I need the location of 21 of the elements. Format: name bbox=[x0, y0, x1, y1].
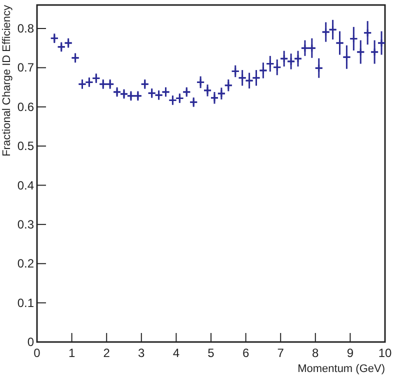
y-axis-title: Fractional Charge ID Efficiency bbox=[1, 4, 13, 156]
x-tick-label: 8 bbox=[312, 346, 320, 360]
x-tick-label: 1 bbox=[68, 346, 76, 360]
y-tick-label: 0 bbox=[27, 335, 34, 349]
y-tick-label: 0.6 bbox=[17, 100, 34, 114]
y-tick-label: 0.4 bbox=[17, 178, 34, 192]
x-tick-label: 10 bbox=[378, 346, 392, 360]
y-tick-label: 0.7 bbox=[17, 60, 34, 75]
x-axis-title: Momentum (GeV) bbox=[298, 363, 385, 375]
x-tick-label: 6 bbox=[242, 346, 250, 360]
y-tick-label: 0.3 bbox=[17, 217, 34, 232]
y-tick-label: 0.1 bbox=[17, 296, 34, 310]
x-tick-label: 5 bbox=[208, 346, 215, 360]
y-tick-label: 0.8 bbox=[17, 22, 34, 36]
x-tick-label: 4 bbox=[172, 346, 180, 360]
x-tick-label: 9 bbox=[346, 346, 354, 360]
x-tick-label: 2 bbox=[103, 346, 110, 360]
y-tick-label: 0.5 bbox=[17, 139, 34, 154]
x-tick-label: 3 bbox=[138, 346, 146, 360]
x-tick-label: 7 bbox=[277, 346, 284, 360]
y-tick-label: 0.2 bbox=[17, 256, 34, 271]
